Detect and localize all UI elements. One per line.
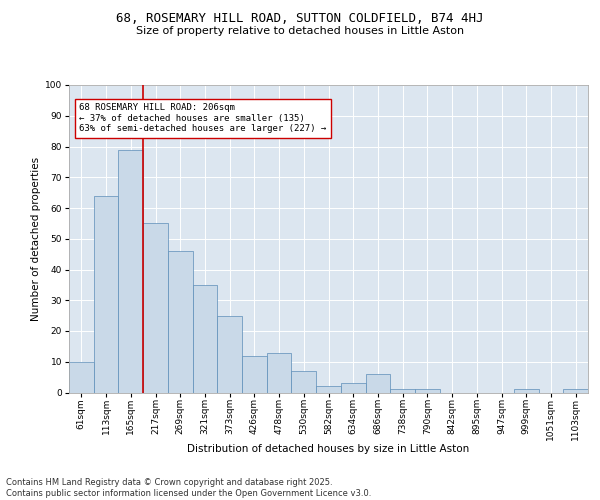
- Bar: [292, 371, 316, 392]
- Bar: [415, 390, 440, 392]
- Bar: [514, 390, 539, 392]
- Bar: [94, 196, 118, 392]
- Bar: [316, 386, 341, 392]
- Bar: [217, 316, 242, 392]
- Bar: [242, 356, 267, 393]
- Bar: [267, 352, 292, 393]
- Bar: [563, 390, 588, 392]
- Bar: [390, 390, 415, 392]
- Bar: [365, 374, 390, 392]
- Y-axis label: Number of detached properties: Number of detached properties: [31, 156, 41, 321]
- Bar: [69, 362, 94, 392]
- Text: 68, ROSEMARY HILL ROAD, SUTTON COLDFIELD, B74 4HJ: 68, ROSEMARY HILL ROAD, SUTTON COLDFIELD…: [116, 12, 484, 26]
- Bar: [143, 224, 168, 392]
- Text: Contains HM Land Registry data © Crown copyright and database right 2025.
Contai: Contains HM Land Registry data © Crown c…: [6, 478, 371, 498]
- Text: 68 ROSEMARY HILL ROAD: 206sqm
← 37% of detached houses are smaller (135)
63% of : 68 ROSEMARY HILL ROAD: 206sqm ← 37% of d…: [79, 104, 326, 133]
- Bar: [341, 384, 365, 392]
- Text: Size of property relative to detached houses in Little Aston: Size of property relative to detached ho…: [136, 26, 464, 36]
- Bar: [118, 150, 143, 392]
- Bar: [168, 251, 193, 392]
- Bar: [193, 285, 217, 393]
- X-axis label: Distribution of detached houses by size in Little Aston: Distribution of detached houses by size …: [187, 444, 470, 454]
